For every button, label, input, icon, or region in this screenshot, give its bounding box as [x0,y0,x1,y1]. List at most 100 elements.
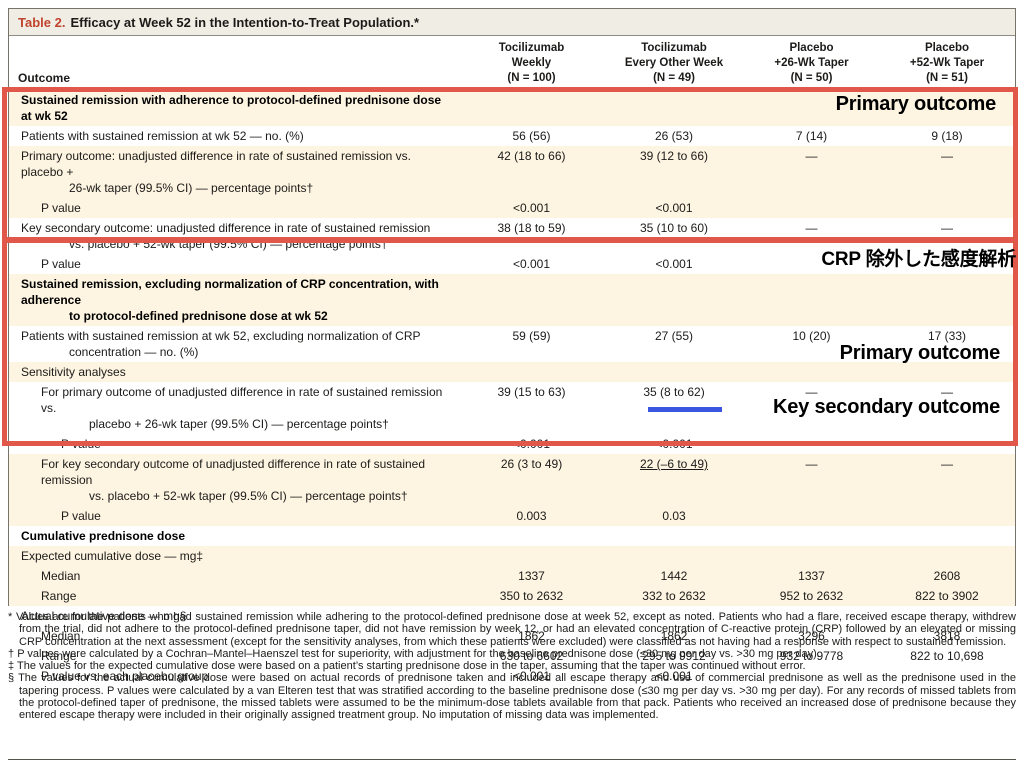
cell-value: 1337 [518,569,545,583]
footnote-text: The values for the actual cumulative dos… [18,672,1016,722]
column-header-tocilizumab-weekly: Tocilizumab Weekly (N = 100) [498,42,565,85]
cell-value: — [941,385,953,399]
column-header-tocilizumab-eow: Tocilizumab Every Other Week (N = 49) [624,42,724,85]
row-label: Sustained remission, excluding normaliza… [21,277,439,323]
cell-value: 822 to 10,698 [910,649,984,663]
cell-value [459,362,604,366]
table-row: Sustained remission with adherence to pr… [9,90,1015,126]
cell-value [879,526,1015,530]
cell-value [879,90,1015,94]
cell-value: 7 (14) [795,129,828,143]
row-label: Sustained remission with adherence to pr… [21,93,442,123]
table-row: Actual cumulative dose — mg§ [9,606,1015,626]
cell-value [744,434,879,438]
row-label: P value [41,201,81,215]
cell-value: 0.03 [662,509,686,523]
cell-value: 1337 [798,569,825,583]
cell-value [604,606,744,610]
cell-value [459,526,604,530]
footnote: § The values for the actual cumulative d… [8,672,1016,721]
cell-value: 295 to 9912 [642,649,706,663]
cell-value: <0.001 [512,437,551,451]
row-label: P value [41,257,81,271]
cell-value: 22 (–6 to 49) [639,457,709,471]
row-label: Patients with sustained remission at wk … [21,129,304,143]
cell-value: <0.001 [655,201,693,215]
cell-value: 39 (15 to 63) [497,385,566,399]
cell-value [879,198,1015,202]
cell-value [744,526,879,530]
cell-value: 3818 [933,629,961,643]
table-row: Key secondary outcome: unadjusted differ… [9,218,1015,254]
cell-value: — [941,221,953,235]
cell-value [879,546,1015,550]
footnote-text: P values were calculated by a Cochran–Ma… [17,647,820,660]
cell-value [879,274,1015,278]
cell-value [879,434,1015,438]
table-row: Sustained remission, excluding normaliza… [9,274,1015,326]
row-label: Median [41,569,81,583]
cell-value [604,546,744,550]
footnotes: * Values are for the patients who had su… [8,611,1016,722]
table-row: Median 1337 1442 1337 2608 [9,566,1015,586]
cell-value: 932 to 9778 [779,649,844,663]
column-header-placebo-26wk: Placebo +26-Wk Taper (N = 50) [774,42,849,85]
cell-value: <0.001 [655,669,693,683]
table-row: Sensitivity analyses [9,362,1015,382]
cell-value: — [805,149,818,163]
bottom-rule [8,759,1016,760]
table-row: P value 0.003 0.03 [9,506,1015,526]
cell-value [604,274,744,278]
row-label: Sensitivity analyses [21,365,126,379]
table-row: Expected cumulative dose — mg‡ [9,546,1015,566]
cell-value [744,254,879,258]
cell-value [744,606,879,610]
cell-value: 39 (12 to 66) [639,149,709,163]
cell-value: 332 to 2632 [642,589,706,603]
cell-value [744,274,879,278]
cell-value [879,506,1015,510]
row-label: Actual cumulative dose — mg§ [21,609,187,623]
cell-value [744,362,879,366]
cell-value: 822 to 3902 [915,589,979,603]
cell-value: — [941,457,953,471]
cell-value [604,526,744,530]
cell-value: 1442 [660,569,688,583]
row-label: Cumulative prednisone dose [21,529,186,543]
row-label: Expected cumulative dose — mg‡ [21,549,204,563]
cell-value: <0.001 [512,669,551,683]
table-header-row: Outcome Tocilizumab Weekly (N = 100) Toc… [9,36,1015,90]
row-label: For primary outcome of unadjusted differ… [41,385,443,431]
table-row: Median 1862 1862 3296 3818 [9,626,1015,646]
cell-value: 1862 [518,629,545,643]
row-label: For key secondary outcome of unadjusted … [41,457,426,503]
cell-value: 27 (55) [654,329,694,343]
cell-value [744,506,879,510]
cell-value: 2608 [933,569,961,583]
cell-value [459,274,604,278]
table-row: For primary outcome of unadjusted differ… [9,382,1015,434]
table-row: P value <0.001 <0.001 [9,434,1015,454]
cell-value [744,90,879,94]
footnote-marker: * [8,611,16,623]
table-row: P value <0.001 <0.001 [9,198,1015,218]
row-label: Key secondary outcome: unadjusted differ… [21,221,431,251]
footnote-text: The values for the expected cumulative d… [16,660,806,673]
table-row: Cumulative prednisone dose [9,526,1015,546]
cell-value: 350 to 2632 [499,589,564,603]
column-header-placebo-52wk: Placebo +52-Wk Taper (N = 51) [909,42,985,85]
table-title-text: Efficacy at Week 52 in the Intention-to-… [70,14,420,30]
cell-value: 10 (20) [792,329,831,343]
cell-value [744,198,879,202]
cell-value: 1862 [660,629,688,643]
cell-value: 42 (18 to 66) [497,149,566,163]
cell-value: — [805,221,818,235]
cell-value: <0.001 [655,437,693,451]
cell-value: — [805,385,818,399]
cell-value [459,546,604,550]
cell-value: 59 (59) [512,329,551,343]
footnote: * Values are for the patients who had su… [8,611,1016,648]
row-label: Range [41,649,77,663]
cell-value [879,606,1015,610]
table-row: Patients with sustained remission at wk … [9,126,1015,146]
